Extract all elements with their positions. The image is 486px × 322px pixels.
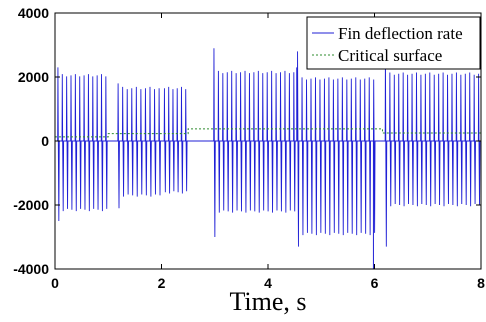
y-tick-label: 4000 <box>18 5 49 21</box>
x-axis-label: Time, s <box>229 287 306 316</box>
tick-labels: 0 2 4 6 8 -4000 -2000 0 2000 4000 <box>13 5 485 291</box>
x-tick-label: 8 <box>477 275 485 291</box>
x-tick-label: 4 <box>264 275 272 291</box>
series-line-fin-deflection-rate <box>55 48 481 247</box>
legend-label-critical-surface: Critical surface <box>338 46 442 65</box>
x-tick-label: 6 <box>371 275 379 291</box>
axes <box>54 12 482 270</box>
y-tick-label: -2000 <box>13 197 49 213</box>
legend-label-fin-deflection-rate: Fin deflection rate <box>338 24 463 43</box>
plot-area <box>55 48 481 269</box>
x-tick-label: 2 <box>158 275 166 291</box>
x-tick-label: 0 <box>51 275 59 291</box>
series-line-critical-surface <box>55 128 481 138</box>
y-tick-label: 0 <box>41 133 49 149</box>
y-tick-label: -4000 <box>13 261 49 277</box>
legend-box <box>306 16 481 70</box>
y-tick-label: 2000 <box>18 69 49 85</box>
legend: Fin deflection rate Critical surface <box>306 16 481 70</box>
